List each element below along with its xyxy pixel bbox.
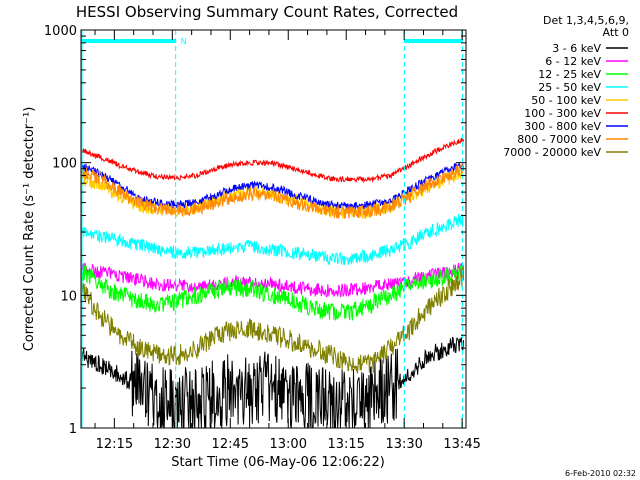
legend-label: 3 - 6 keV <box>552 42 601 55</box>
legend-label: 25 - 50 keV <box>538 81 601 94</box>
series-line-8 <box>81 163 465 219</box>
x-axis-label: Start Time (06-May-06 12:06:22) <box>171 455 385 470</box>
legend-label: 800 - 7000 keV <box>517 133 601 146</box>
legend-label: 300 - 800 keV <box>524 120 601 133</box>
legend-label: 50 - 100 keV <box>531 94 601 107</box>
legend-header: Det 1,3,4,5,6,9, <box>543 14 629 27</box>
series-line-4 <box>81 213 464 266</box>
series-line-7 <box>81 162 465 210</box>
timestamp-stamp: 6-Feb-2010 02:32 <box>565 469 636 478</box>
series-line-9 <box>81 265 465 374</box>
x-tick-label: 13:00 <box>270 437 307 452</box>
chart-title: HESSI Observing Summary Count Rates, Cor… <box>76 3 458 21</box>
series-line-6 <box>81 137 465 184</box>
y-tick-label: 100 <box>52 157 77 172</box>
marker-label: N <box>181 37 187 46</box>
x-tick-label: 13:45 <box>443 437 480 452</box>
series-line-1 <box>81 336 465 428</box>
x-tick-label: 13:30 <box>385 437 422 452</box>
legend-label: 100 - 300 keV <box>524 107 601 120</box>
y-tick-label: 1000 <box>44 24 77 39</box>
legend-label: 7000 - 20000 keV <box>503 146 601 159</box>
x-tick-label: 12:45 <box>212 437 249 452</box>
series-line-3 <box>81 264 465 321</box>
y-tick-label: 10 <box>60 289 77 304</box>
plot-frame <box>80 29 467 429</box>
x-tick-label: 12:30 <box>154 437 191 452</box>
legend-header: Att 0 <box>603 26 629 39</box>
legend-label: 12 - 25 keV <box>538 68 601 81</box>
ticks-layer: 12:15 12:30 12:45 13:00 13:15 13:30 13:45 1 10 10… <box>44 24 481 452</box>
series-line-2 <box>81 262 465 298</box>
x-tick-label: 12:15 <box>96 437 133 452</box>
y-tick-label: 1 <box>69 422 77 437</box>
legend-label: 6 - 12 keV <box>545 55 601 68</box>
y-axis-label: Corrected Count Rate (s⁻¹ detector⁻¹) <box>22 107 37 352</box>
series-layer <box>81 137 465 428</box>
x-tick-label: 13:15 <box>327 437 364 452</box>
marker-layer: N <box>81 30 463 428</box>
